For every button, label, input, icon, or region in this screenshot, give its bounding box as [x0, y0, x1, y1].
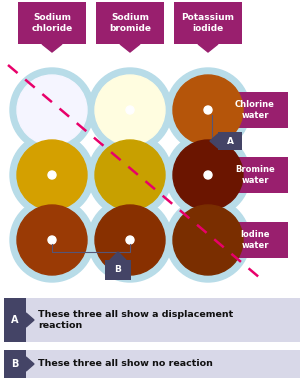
Circle shape [173, 75, 243, 145]
Text: Chlorine
water: Chlorine water [235, 100, 275, 120]
Polygon shape [198, 44, 218, 52]
Text: B: B [115, 266, 121, 275]
Polygon shape [110, 252, 126, 260]
Text: Iodine
water: Iodine water [240, 230, 270, 250]
Circle shape [95, 75, 165, 145]
Circle shape [126, 236, 134, 244]
FancyBboxPatch shape [26, 350, 300, 378]
Text: Sodium
bromide: Sodium bromide [109, 13, 151, 33]
FancyBboxPatch shape [105, 260, 131, 280]
Circle shape [17, 140, 87, 210]
Circle shape [10, 198, 94, 282]
Polygon shape [42, 44, 62, 52]
Circle shape [48, 236, 56, 244]
Polygon shape [210, 134, 218, 148]
FancyBboxPatch shape [174, 2, 242, 44]
Circle shape [166, 68, 250, 152]
FancyBboxPatch shape [18, 2, 86, 44]
Circle shape [166, 133, 250, 217]
Circle shape [10, 133, 94, 217]
Circle shape [126, 106, 134, 114]
FancyBboxPatch shape [96, 2, 164, 44]
FancyBboxPatch shape [222, 157, 288, 193]
Polygon shape [120, 44, 140, 52]
Text: These three all show a displacement
reaction: These three all show a displacement reac… [38, 310, 233, 330]
Circle shape [17, 75, 87, 145]
FancyBboxPatch shape [222, 222, 288, 258]
Circle shape [204, 106, 212, 114]
Circle shape [95, 140, 165, 210]
Polygon shape [212, 232, 222, 248]
Text: A: A [11, 315, 19, 325]
Circle shape [88, 198, 172, 282]
Text: B: B [11, 359, 19, 369]
Circle shape [204, 171, 212, 179]
Text: Sodium
chloride: Sodium chloride [31, 13, 73, 33]
FancyBboxPatch shape [222, 92, 288, 128]
Polygon shape [212, 102, 222, 118]
Text: Bromine
water: Bromine water [235, 165, 275, 185]
Polygon shape [212, 167, 222, 183]
Circle shape [173, 205, 243, 275]
Text: Potassium
iodide: Potassium iodide [181, 13, 234, 33]
Circle shape [17, 205, 87, 275]
FancyBboxPatch shape [26, 298, 300, 342]
Circle shape [95, 205, 165, 275]
Circle shape [48, 171, 56, 179]
FancyBboxPatch shape [4, 350, 26, 378]
FancyBboxPatch shape [218, 132, 242, 150]
Circle shape [10, 68, 94, 152]
Text: A: A [226, 136, 233, 145]
Circle shape [173, 140, 243, 210]
Polygon shape [26, 357, 34, 371]
Text: These three all show no reaction: These three all show no reaction [38, 360, 213, 369]
FancyBboxPatch shape [4, 298, 26, 342]
Circle shape [166, 198, 250, 282]
Circle shape [88, 68, 172, 152]
Circle shape [88, 133, 172, 217]
Polygon shape [26, 313, 34, 327]
